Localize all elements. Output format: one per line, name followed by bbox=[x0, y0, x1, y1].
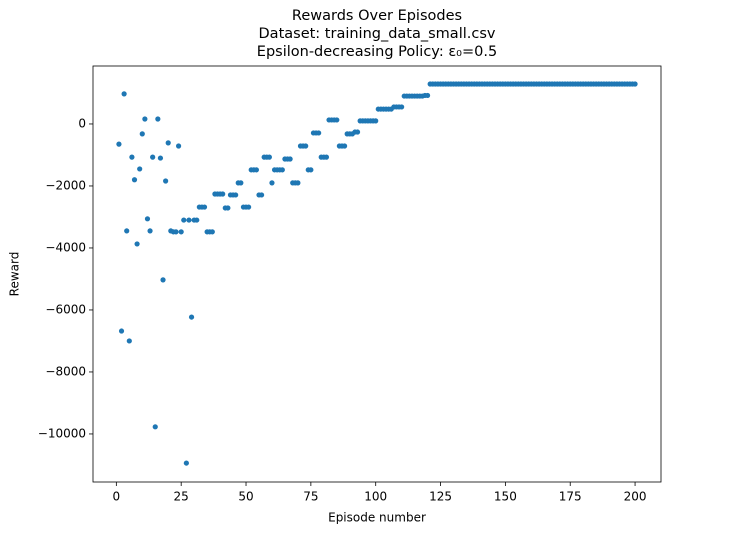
point bbox=[137, 166, 143, 172]
x-axis-label: Episode number bbox=[328, 511, 426, 525]
point bbox=[316, 130, 322, 136]
point bbox=[124, 228, 130, 234]
point bbox=[129, 154, 135, 160]
point bbox=[175, 143, 182, 149]
point bbox=[258, 192, 265, 198]
point bbox=[295, 180, 301, 186]
y-tick-label: −10000 bbox=[38, 426, 86, 440]
chart-subtitle: Epsilon-decreasing Policy: ε₀=0.5 bbox=[257, 44, 497, 60]
point bbox=[139, 131, 145, 137]
point bbox=[233, 192, 239, 198]
point bbox=[303, 143, 309, 149]
x-tick-label: 0 bbox=[113, 490, 121, 504]
x-tick-label: 50 bbox=[238, 490, 253, 504]
point bbox=[147, 228, 153, 234]
point bbox=[126, 338, 132, 344]
x-tick-label: 200 bbox=[624, 490, 647, 504]
point bbox=[373, 118, 379, 124]
point bbox=[157, 155, 164, 161]
point bbox=[178, 229, 184, 235]
x-tick-label: 75 bbox=[303, 490, 318, 504]
axes-frame bbox=[92, 65, 662, 483]
y-tick-label: −6000 bbox=[45, 302, 86, 316]
point bbox=[183, 460, 189, 466]
point bbox=[121, 91, 127, 97]
point bbox=[246, 204, 252, 210]
point bbox=[341, 143, 348, 149]
y-tick-label: 0 bbox=[78, 116, 86, 130]
point bbox=[354, 129, 361, 135]
point bbox=[209, 229, 215, 235]
point bbox=[194, 217, 200, 223]
x-tick-label: 150 bbox=[494, 490, 517, 504]
point bbox=[144, 216, 151, 222]
chart-title: Rewards Over Episodes bbox=[292, 8, 462, 24]
point bbox=[163, 178, 169, 184]
point bbox=[323, 154, 330, 160]
point bbox=[269, 180, 275, 186]
x-tick-label: 125 bbox=[429, 490, 452, 504]
point bbox=[150, 154, 156, 160]
point bbox=[181, 217, 187, 223]
point bbox=[188, 314, 195, 320]
point bbox=[155, 116, 161, 122]
point bbox=[152, 424, 158, 430]
point bbox=[399, 104, 405, 110]
x-tick-label: 175 bbox=[559, 490, 582, 504]
point bbox=[424, 92, 431, 99]
point bbox=[287, 156, 293, 162]
point bbox=[142, 116, 148, 122]
point bbox=[116, 141, 122, 147]
point bbox=[225, 205, 231, 211]
point bbox=[632, 81, 638, 87]
point bbox=[134, 241, 140, 247]
y-tick-label: −2000 bbox=[45, 178, 86, 192]
point bbox=[279, 167, 285, 173]
point bbox=[308, 167, 314, 173]
point bbox=[131, 177, 138, 183]
point bbox=[118, 328, 125, 334]
point bbox=[334, 117, 340, 123]
y-axis-label: Reward bbox=[8, 252, 22, 297]
chart-subtitle: Dataset: training_data_small.csv bbox=[259, 26, 496, 42]
point bbox=[266, 154, 272, 160]
point bbox=[220, 191, 226, 197]
y-tick-label: −8000 bbox=[45, 364, 86, 378]
point bbox=[201, 204, 208, 210]
point bbox=[160, 277, 166, 283]
y-tick-label: −4000 bbox=[45, 240, 86, 254]
point bbox=[238, 180, 244, 186]
x-tick-label: 100 bbox=[364, 490, 387, 504]
point bbox=[253, 167, 259, 173]
point bbox=[173, 229, 179, 235]
point bbox=[165, 140, 171, 146]
point bbox=[186, 217, 192, 223]
x-tick-label: 25 bbox=[174, 490, 189, 504]
